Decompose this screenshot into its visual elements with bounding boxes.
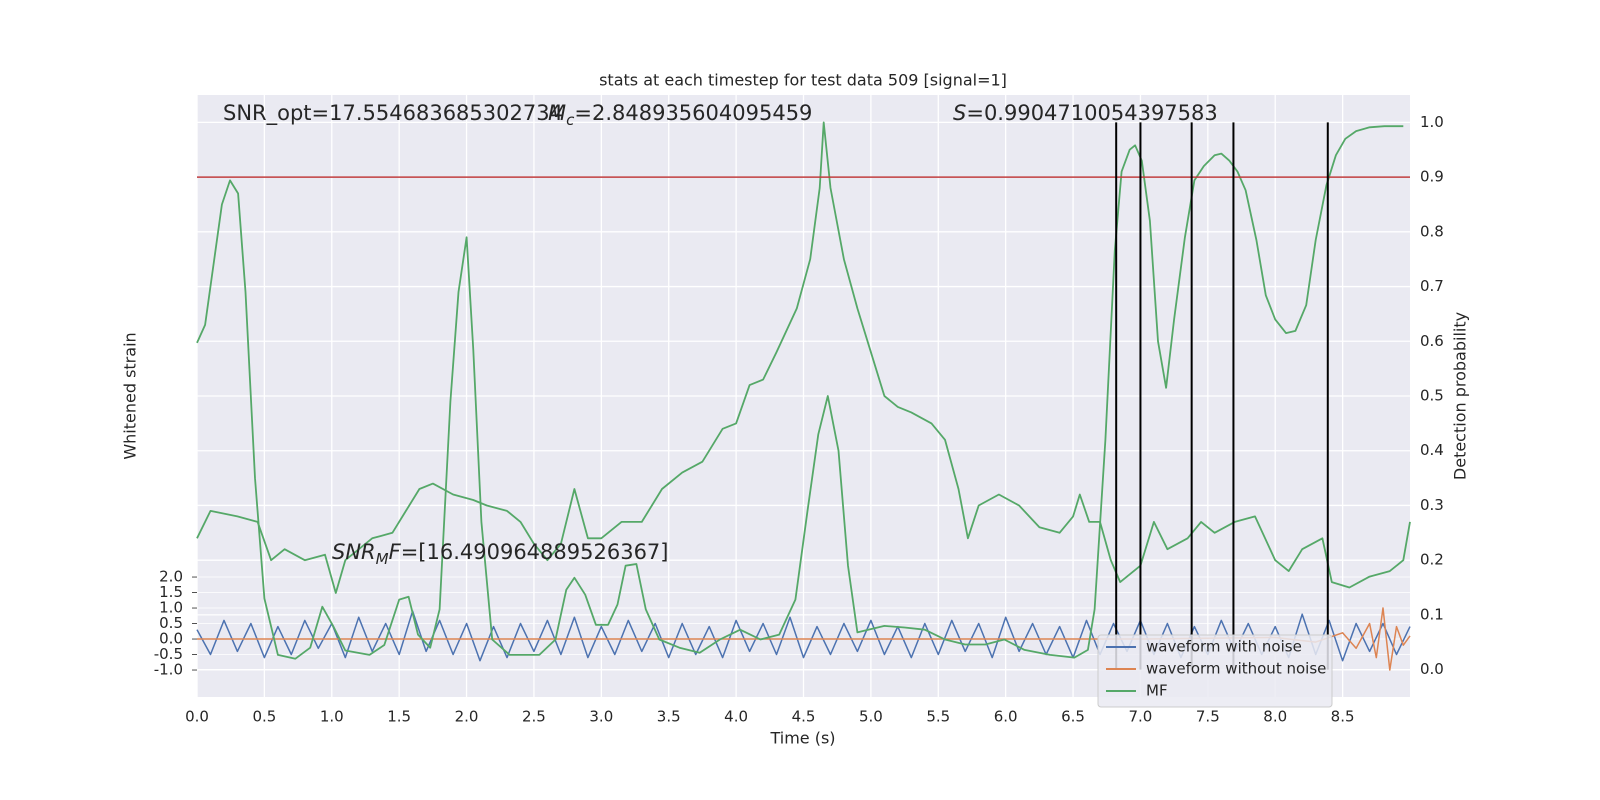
y2-tick-label: 0.2 bbox=[1420, 551, 1444, 569]
x-tick-label: 1.0 bbox=[320, 708, 344, 726]
annotation-tail: F bbox=[389, 540, 402, 564]
annotation: SNRMF=[16.490964889526367] bbox=[332, 540, 668, 568]
y2-tick-label: 0.9 bbox=[1420, 168, 1444, 186]
x-tick-label: 7.5 bbox=[1196, 708, 1220, 726]
y2-tick-label: 0.0 bbox=[1420, 660, 1444, 678]
x-tick-label: 0.5 bbox=[252, 708, 276, 726]
y-tick-label: -1.0 bbox=[154, 661, 183, 679]
x-tick-label: 3.0 bbox=[589, 708, 613, 726]
chart-title: stats at each timestep for test data 509… bbox=[599, 71, 1007, 90]
labels: 0.0 0.5 1.0 1.5 2.0 2.5 3.0 3.5 4.0 4.5 5.0 5.5 6.0 6… bbox=[154, 101, 1444, 726]
x-tick-label: 6.0 bbox=[994, 708, 1018, 726]
y-axis-label: Whitened strain bbox=[121, 332, 140, 459]
x-tick-label: 2.5 bbox=[522, 708, 546, 726]
y2-tick-label: 0.8 bbox=[1420, 222, 1444, 240]
y2-axis-label: Detection probability bbox=[1451, 312, 1470, 480]
x-axis-label: Time (s) bbox=[769, 729, 835, 748]
y2-tick-label: 0.5 bbox=[1420, 387, 1444, 405]
y-tick-label: 1.5 bbox=[159, 583, 183, 601]
y2-tick-label: 0.1 bbox=[1420, 605, 1444, 623]
annotation-symbol: S bbox=[953, 101, 966, 125]
legend-label: MF bbox=[1146, 682, 1168, 700]
series-line bbox=[196, 121, 1411, 594]
x-tick-label: 5.0 bbox=[859, 708, 883, 726]
legend-label: waveform without noise bbox=[1146, 660, 1326, 678]
x-tick-label: 6.5 bbox=[1061, 708, 1085, 726]
annotation-text: =[16.490964889526367] bbox=[401, 540, 669, 564]
x-tick-label: 8.0 bbox=[1263, 708, 1287, 726]
y-tick-label: 2.0 bbox=[159, 568, 183, 586]
x-tick-label: 4.5 bbox=[792, 708, 816, 726]
y2-tick-label: 1.0 bbox=[1420, 113, 1444, 131]
y-tick-label: 0.5 bbox=[159, 614, 183, 632]
x-tick-label: 8.5 bbox=[1331, 708, 1355, 726]
x-tick-label: 5.5 bbox=[926, 708, 950, 726]
legend-box bbox=[1097, 634, 1333, 708]
y-tick-label: 1.0 bbox=[159, 599, 183, 617]
legend-label: waveform with noise bbox=[1146, 638, 1302, 656]
y-tick-label: -0.5 bbox=[154, 645, 183, 663]
x-tick-label: 2.0 bbox=[455, 708, 479, 726]
annotation-subscript: M bbox=[376, 550, 389, 568]
annotation: Mc=2.848935604095459 bbox=[548, 101, 812, 129]
annotation-symbol: M bbox=[548, 101, 566, 125]
annotation-symbol: SNR bbox=[332, 540, 376, 564]
y2-tick-label: 0.6 bbox=[1420, 332, 1444, 350]
x-tick-label: 4.0 bbox=[724, 708, 748, 726]
x-tick-label: 0.0 bbox=[185, 708, 209, 726]
x-tick-label: 7.0 bbox=[1129, 708, 1153, 726]
annotation-text: =2.848935604095459 bbox=[574, 101, 812, 125]
y2-tick-label: 0.3 bbox=[1420, 496, 1444, 514]
annotation: SNR_opt=17.554683685302734 bbox=[223, 101, 563, 126]
annotation-subscript: c bbox=[566, 111, 575, 129]
x-tick-label: 1.5 bbox=[387, 708, 411, 726]
annotation-text: SNR_opt=17.554683685302734 bbox=[223, 101, 563, 126]
annotation: S=0.9904710054397583 bbox=[953, 101, 1218, 125]
y-tick-label: 0.0 bbox=[159, 630, 183, 648]
annotation-text: =0.9904710054397583 bbox=[966, 101, 1217, 125]
y2-tick-label: 0.4 bbox=[1420, 441, 1444, 459]
series-line bbox=[196, 125, 1404, 660]
x-tick-label: 3.5 bbox=[657, 708, 681, 726]
y2-tick-label: 0.7 bbox=[1420, 277, 1444, 295]
